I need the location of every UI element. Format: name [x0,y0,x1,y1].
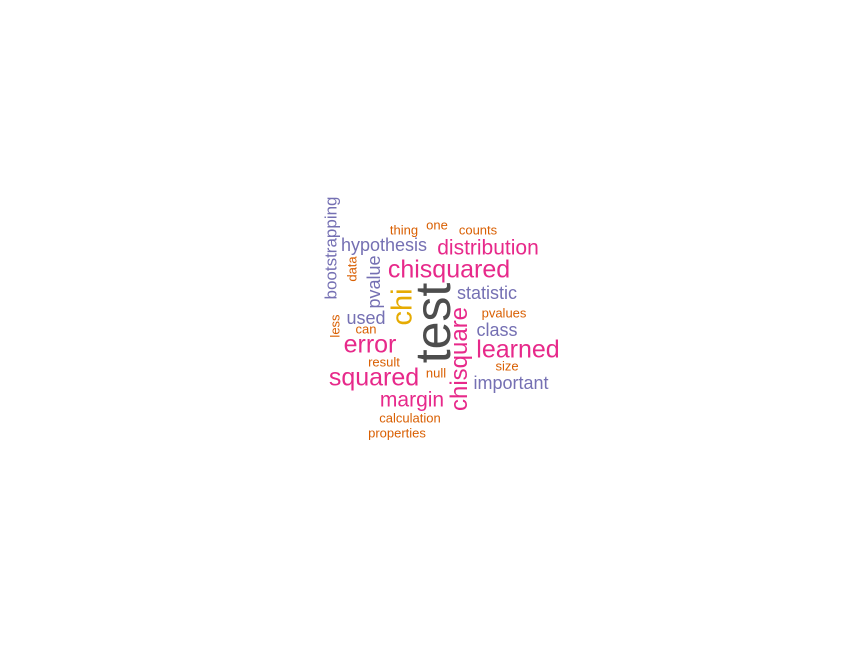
word-bootstrapping: bootstrapping [321,196,341,300]
word-class: class [476,320,518,340]
word-margin: margin [379,388,445,412]
word-one: one [426,217,448,233]
word-thing: thing [389,222,419,238]
word-chi: chi [386,288,419,326]
word-used: used [346,308,386,328]
word-can: can [355,321,377,337]
word-data: data [344,256,360,282]
word-learned: learned [476,335,560,364]
word-chisquared: chisquared [387,255,511,284]
word-error: error [343,330,397,359]
word-pvalues: pvalues [481,305,527,321]
word-chisquare: chisquare [446,306,473,412]
word-size: size [495,358,519,374]
word-statistic: statistic [456,283,518,303]
word-null: null [425,365,447,381]
word-counts: counts [458,222,498,238]
word-important: important [473,373,549,393]
word-distribution: distribution [437,236,539,260]
word-calculation: calculation [379,410,441,426]
word-less: less [327,314,343,338]
word-result: result [368,354,400,370]
word-pvalue: pvalue [364,255,384,309]
word-properties: properties [368,425,426,441]
word-squared: squared [328,363,420,392]
word-hypothesis: hypothesis [340,235,428,255]
